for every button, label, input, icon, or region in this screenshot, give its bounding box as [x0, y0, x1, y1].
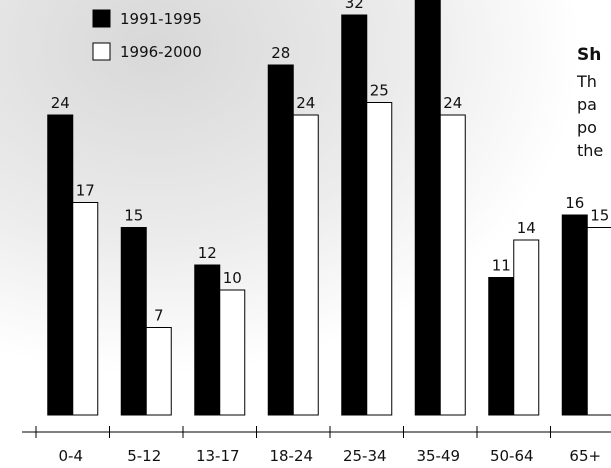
x-tick-label: 18-24 [269, 447, 313, 465]
bar [219, 289, 246, 416]
legend-label: 1996-2000 [120, 43, 202, 61]
value-label: 24 [296, 94, 315, 112]
bar [47, 114, 74, 416]
bar [439, 114, 466, 416]
value-label: 25 [370, 82, 389, 100]
value-label: 28 [271, 44, 290, 62]
bar [267, 64, 294, 416]
bar [414, 0, 441, 416]
bar [194, 264, 221, 416]
x-tick-label: 50-64 [490, 447, 534, 465]
value-label: 16 [565, 194, 584, 212]
value-label: 24 [51, 94, 70, 112]
x-tick-label: 65+ [569, 447, 601, 465]
bar [366, 102, 393, 416]
bar [145, 327, 172, 416]
sidebar-line: Th [576, 72, 597, 91]
sidebar-line: the [577, 141, 603, 160]
sidebar-line: pa [577, 95, 597, 114]
bar [341, 14, 368, 416]
bar [488, 277, 515, 416]
sidebar-line: po [577, 118, 597, 137]
bar [120, 227, 147, 416]
bar [561, 214, 588, 416]
legend-swatch [92, 9, 111, 28]
sidebar-heading: Sh [577, 45, 601, 65]
value-label: 14 [517, 219, 536, 237]
x-tick-label: 5-12 [127, 447, 161, 465]
legend-label: 1991-1995 [120, 10, 202, 28]
value-label: 32 [345, 0, 364, 12]
value-label: 15 [124, 207, 143, 225]
value-label: 15 [590, 207, 609, 225]
bar [292, 114, 319, 416]
bar [72, 202, 99, 416]
bar [513, 239, 540, 416]
value-label: 17 [76, 182, 95, 200]
x-tick-label: 35-49 [416, 447, 460, 465]
value-label: 12 [198, 244, 217, 262]
legend-swatch [92, 42, 111, 61]
value-label: 7 [154, 307, 164, 325]
bar [586, 227, 611, 416]
x-tick-label: 13-17 [196, 447, 240, 465]
x-tick-label: 0-4 [59, 447, 84, 465]
value-label: 11 [492, 257, 511, 275]
value-label: 10 [223, 269, 242, 287]
x-tick-label: 25-34 [343, 447, 387, 465]
value-label: 24 [443, 94, 462, 112]
